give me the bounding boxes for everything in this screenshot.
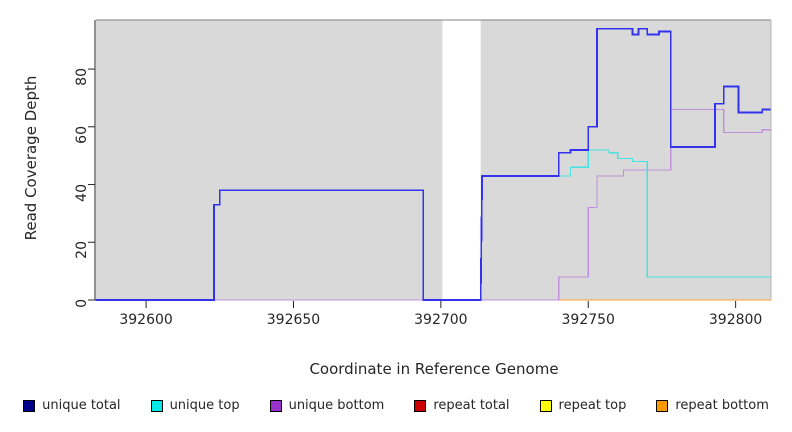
legend-swatch-icon xyxy=(269,399,282,412)
series-line-unique-total xyxy=(96,27,771,301)
x-tick-label: 392700 xyxy=(414,312,468,328)
y-tick-label: 60 xyxy=(74,125,90,144)
legend-swatch-icon xyxy=(656,399,669,412)
legend-swatch-icon xyxy=(150,399,163,412)
x-tick-label: 392800 xyxy=(708,312,763,328)
legend-item-unique-total[interactable]: unique total xyxy=(23,398,121,413)
legend-label: repeat top xyxy=(558,398,627,413)
legend-label: unique total xyxy=(42,398,121,413)
series-line-unique-top xyxy=(480,149,771,301)
legend-label: unique bottom xyxy=(288,398,385,413)
y-tick-label: 20 xyxy=(74,241,90,260)
legend-item-repeat-top[interactable]: repeat top xyxy=(539,398,627,413)
legend-label: unique top xyxy=(169,398,240,413)
legend-item-repeat-total[interactable]: repeat total xyxy=(414,398,510,413)
legend-label: repeat bottom xyxy=(675,398,769,413)
legend-label: repeat total xyxy=(433,398,510,413)
x-tick-label: 392600 xyxy=(119,312,173,328)
chart-legend: unique total unique top unique bottom repea… xyxy=(0,398,792,413)
legend-item-unique-top[interactable]: unique top xyxy=(150,398,240,413)
legend-swatch-icon xyxy=(414,399,427,412)
plot-panel-background xyxy=(96,20,771,300)
series-line-unique-bottom xyxy=(96,108,771,301)
legend-item-repeat-bottom[interactable]: repeat bottom xyxy=(656,398,769,413)
legend-item-unique-bottom[interactable]: unique bottom xyxy=(269,398,385,413)
x-tick-label: 392650 xyxy=(266,312,321,328)
x-axis-title: Coordinate in Reference Genome xyxy=(309,360,559,378)
legend-swatch-icon xyxy=(23,399,36,412)
x-tick-label: 392750 xyxy=(561,312,615,328)
coverage-gap-region xyxy=(442,20,481,300)
y-tick-label: 80 xyxy=(74,68,90,86)
legend-swatch-icon xyxy=(539,399,552,412)
y-tick-label: 40 xyxy=(74,183,90,202)
y-tick-label: 0 xyxy=(74,299,90,308)
